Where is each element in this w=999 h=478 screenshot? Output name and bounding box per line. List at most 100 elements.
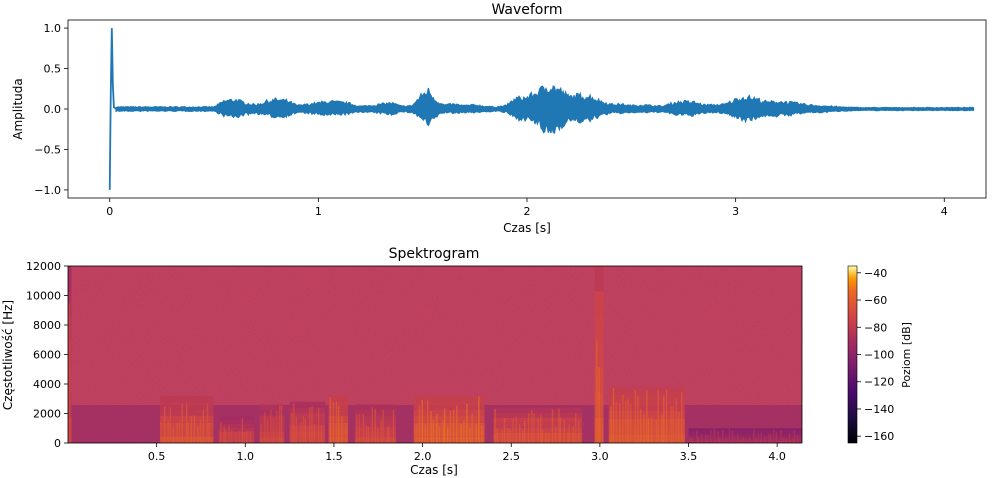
spectrogram-harmonic [567,432,569,443]
spectrogram-harmonic [272,418,275,443]
colorbar-tick-label: −160 [864,430,894,443]
spectrogram-harmonic [387,427,389,443]
spectrogram-harmonic [740,437,742,443]
spectrogram-harmonic [430,411,432,443]
spectrogram-cell [289,413,326,420]
spectrogram-cell [688,428,802,431]
spectrogram-harmonic [302,415,305,443]
colorbar-tick-label: −120 [864,376,894,389]
spectrogram-cell [594,291,604,317]
spectrogram-cell [68,266,72,292]
spectrogram-harmonic [675,398,678,443]
spectrogram-xlabel: Czas [s] [410,463,458,477]
waveform-ticks: 0 1 2 3 4 −1.0 −0.5 0.0 0.5 1.0 [34,22,947,218]
spectrogram-cell [289,419,326,426]
spectrogram-harmonic [374,408,376,443]
spectrogram-harmonic [362,414,365,443]
spectrogram-x-tick-label: 1.5 [325,450,343,463]
spectrogram-harmonic [512,418,514,443]
colorbar-ticks: −40 −60 −80 −100 −120 −140 −160 [857,267,894,443]
spectrogram-harmonic [705,434,707,443]
spectrogram-harmonic [341,416,343,443]
spectrogram-harmonic [442,420,444,443]
spectrogram-harmonic [728,428,731,443]
spectrogram-cell [493,407,583,413]
spectrogram-harmonic [418,405,421,443]
spectrogram-harmonic [365,425,368,443]
spectrogram-cell [289,407,326,414]
waveform-x-tick-label: 3 [732,205,739,218]
spectrogram-harmonic [637,396,639,443]
spectrogram-ticks: 0.5 1.0 1.5 2.0 2.5 3.0 3.5 4.0 0 2000 4000 6000 800… [26,260,786,463]
spectrogram-harmonic [541,429,543,443]
waveform-series [115,85,975,134]
spectrogram-cell [688,438,802,441]
spectrogram-harmonic [456,405,458,443]
spectrogram-harmonic [670,405,672,443]
spectrogram-harmonic [164,406,166,443]
spectrogram-harmonic [270,409,272,443]
waveform-onset-spike [108,28,118,190]
spectrogram-harmonic [646,390,648,443]
spectrogram-harmonic [291,412,293,443]
spectrogram-cell [413,409,485,416]
spectrogram-harmonic [545,432,547,443]
spectrogram-y-tick-label: 8000 [33,319,61,332]
spectrogram-cell [413,395,485,403]
spectrogram-harmonic [317,407,320,443]
spectrogram-harmonic [167,420,169,443]
spectrogram-harmonic [768,434,770,443]
spectrogram-harmonic [220,422,222,443]
spectrogram-harmonic [745,438,747,443]
spectrogram-harmonic [578,420,580,443]
waveform-y-tick-label: −1.0 [34,184,61,197]
spectrogram-harmonic [452,409,455,443]
spectrogram-harmonic [427,400,429,443]
spectrogram-harmonic [186,404,188,443]
spectrogram-harmonic [523,420,526,443]
spectrogram-cell [218,424,255,428]
spectrogram-ylabel: Częstotliwość [Hz] [1,300,15,410]
spectrogram-x-tick-label: 3.5 [680,450,698,463]
spectrogram-harmonic [478,396,480,443]
spectrogram-harmonic [689,436,691,443]
waveform-ylabel: Amplituda [11,78,25,139]
spectrogram-harmonic [717,431,719,443]
spectrogram-cell [218,416,255,421]
spectrogram-cells [68,266,802,443]
spectrogram-harmonic [719,437,721,443]
spectrogram-cell [355,404,396,411]
spectrogram-y-tick-label: 6000 [33,349,61,362]
spectrogram-harmonic [496,428,498,443]
waveform-y-tick-label: 1.0 [44,22,62,35]
spectrogram-cell [289,425,326,432]
spectrogram-harmonic [68,303,70,443]
spectrogram-harmonic [634,390,637,443]
spectrogram-harmonic [672,405,674,443]
spectrogram-harmonic [266,419,269,443]
spectrogram-harmonic [463,420,465,443]
spectrogram-cell [289,401,326,408]
spectrogram-harmonic [725,437,727,443]
spectrogram-harmonic [627,399,629,443]
spectrogram-cell [688,432,802,435]
spectrogram-harmonic [469,427,471,443]
spectrogram-harmonic [519,424,521,443]
spectrogram-harmonic [421,399,423,443]
spectrogram-harmonic [380,419,382,443]
spectrogram-cell [688,436,802,439]
spectrogram-harmonic [722,429,724,443]
spectrogram-harmonic [610,406,612,443]
spectrogram-harmonic [619,403,621,443]
spectrogram-harmonic [367,426,370,443]
spectrogram-harmonic [554,427,557,443]
colorbar: −40 −60 −80 −100 −120 −140 −160 Poziom [dB] [847,265,913,444]
spectrogram-harmonic [757,433,760,443]
spectrogram-harmonic [507,428,509,443]
spectrogram-cell [594,341,604,368]
waveform-y-tick-label: 0.0 [44,103,62,116]
spectrogram-x-tick-label: 4.0 [768,450,786,463]
spectrogram-harmonic [208,422,210,443]
spectrogram-harmonic [300,422,302,443]
